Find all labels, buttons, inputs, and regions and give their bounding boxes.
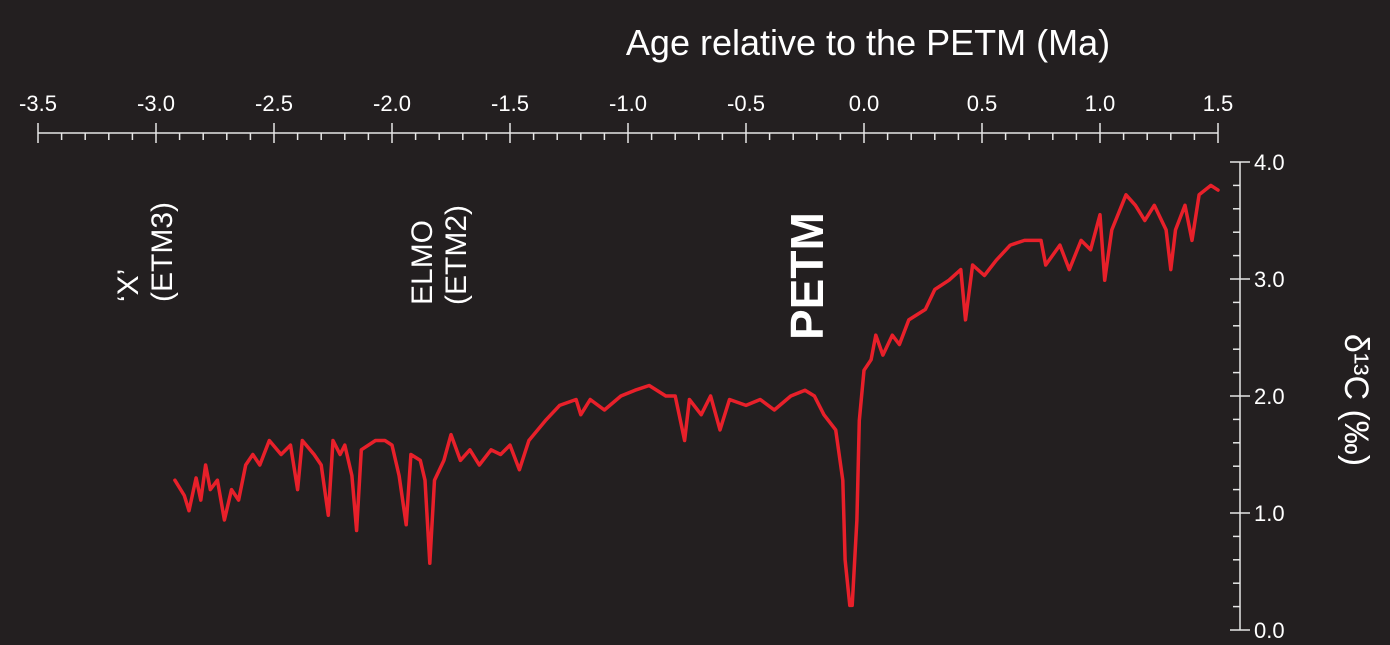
annotation-text: PETM xyxy=(781,212,833,340)
annotation-text: (ETM2) xyxy=(440,205,473,305)
annotation-text: ‘X’ xyxy=(112,269,145,302)
x-tick-label: -0.5 xyxy=(727,91,765,116)
y-tick-label: 1.0 xyxy=(1254,501,1285,526)
y-axis-label: δ¹³C (‰) xyxy=(1337,334,1375,466)
x-tick-label: 1.5 xyxy=(1203,91,1234,116)
x-tick-label: -2.5 xyxy=(255,91,293,116)
x-tick-label: -1.5 xyxy=(491,91,529,116)
x-tick-label: 0.5 xyxy=(967,91,998,116)
annotation-text: (ETM3) xyxy=(146,202,179,302)
y-tick-label: 2.0 xyxy=(1254,384,1285,409)
data-line xyxy=(173,183,1220,608)
x-tick-label: 0.0 xyxy=(849,91,880,116)
y-tick-label: 0.0 xyxy=(1254,618,1285,643)
y-tick-label: 3.0 xyxy=(1254,267,1285,292)
x-tick-label: -3.5 xyxy=(19,91,57,116)
annotation: PETM xyxy=(781,212,833,340)
annotation: ‘X’ (ETM3) xyxy=(112,202,179,302)
annotation: ELMO (ETM2) xyxy=(406,205,473,305)
y-tick-label: 4.0 xyxy=(1254,150,1285,175)
x-tick-label: -2.0 xyxy=(373,91,411,116)
x-tick-label: -3.0 xyxy=(137,91,175,116)
x-tick-label: 1.0 xyxy=(1085,91,1116,116)
x-tick-label: -1.0 xyxy=(609,91,647,116)
chart-title: Age relative to the PETM (Ma) xyxy=(626,22,1110,63)
annotation-text: ELMO xyxy=(406,220,439,305)
